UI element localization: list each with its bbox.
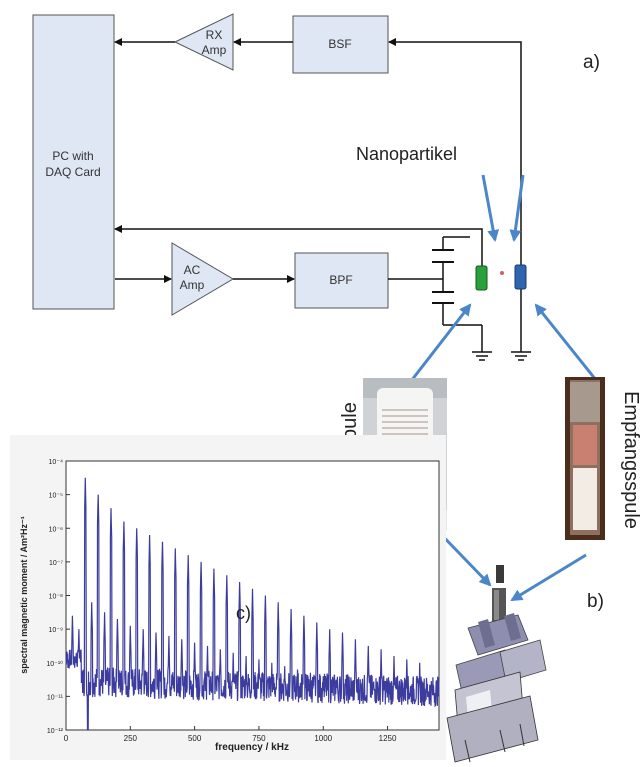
y-axis-label: spectral magnetic moment / Am²Hz⁻¹	[19, 516, 29, 673]
y-tick-label: 10⁻⁹	[49, 627, 63, 634]
bpf-block	[294, 252, 389, 309]
y-tick-label: 10⁻¹²	[47, 728, 64, 735]
y-axis-ticks: 10⁻⁴ 10⁻⁵ 10⁻⁶ 10⁻⁷ 10⁻⁸ 10⁻⁹ 10⁻¹⁰ 10⁻¹¹ 10⁻¹²	[46, 459, 70, 735]
pc-label-line1: PC with	[52, 149, 93, 163]
y-tick-label: 10⁻⁸	[49, 594, 63, 601]
bsf-label: BSF	[328, 37, 351, 51]
part-c-label: c)	[236, 603, 251, 623]
x-axis-ticks: 0 250 500 750 1000 1250	[64, 726, 397, 743]
x-tick-label: 0	[64, 734, 69, 743]
x-tick-label: 1250	[379, 734, 397, 743]
x-tick-label: 1000	[314, 734, 332, 743]
y-tick-label: 10⁻⁶	[49, 526, 63, 533]
spectrum-line	[65, 477, 440, 731]
nanoparticle-dot	[500, 271, 504, 275]
x-axis-label: frequency / kHz	[215, 742, 289, 753]
receive-coil-photo	[565, 377, 605, 540]
ac-amp-label-line2: Amp	[180, 278, 205, 292]
block-diagram: PC with DAQ Card RX Amp BSF AC Amp BPF	[32, 13, 600, 361]
capacitors	[432, 249, 454, 304]
cad-assembly: b)	[446, 565, 604, 763]
receive-coil-symbol	[514, 264, 527, 290]
x-tick-label: 250	[124, 734, 138, 743]
y-tick-label: 10⁻¹⁰	[46, 660, 63, 668]
ground-symbols	[472, 351, 531, 361]
bpf-label: BPF	[329, 273, 352, 287]
send-coil-symbol	[475, 265, 488, 291]
x-tick-label: 750	[252, 734, 266, 743]
rx-amp-label-line2: Amp	[202, 43, 227, 57]
pc-label-line2: DAQ Card	[45, 165, 100, 179]
ac-amp-block	[171, 242, 234, 316]
nanoparticle-label: Nanopartikel	[356, 144, 457, 164]
receive-coil-label: Empfangsspule	[620, 391, 642, 529]
part-b-label: b)	[587, 591, 604, 612]
ac-amp-label-line1: AC	[184, 263, 201, 277]
part-a-label: a)	[583, 52, 600, 73]
rx-amp-block	[173, 13, 234, 71]
y-tick-label: 10⁻⁵	[49, 493, 63, 500]
y-tick-label: 10⁻⁷	[49, 560, 63, 567]
pc-block	[32, 14, 115, 310]
bsf-block	[292, 15, 389, 74]
x-tick-label: 500	[188, 734, 202, 743]
y-tick-label: 10⁻⁴	[49, 459, 64, 466]
rx-amp-label-line1: RX	[206, 28, 223, 42]
spectrum-chart: 10⁻⁴10⁻⁵10⁻⁶10⁻⁷10⁻⁸10⁻⁹10⁻¹⁰10⁻¹¹10⁻¹² …	[10, 435, 446, 760]
y-tick-label: 10⁻¹¹	[47, 694, 64, 701]
wiring	[114, 38, 522, 352]
